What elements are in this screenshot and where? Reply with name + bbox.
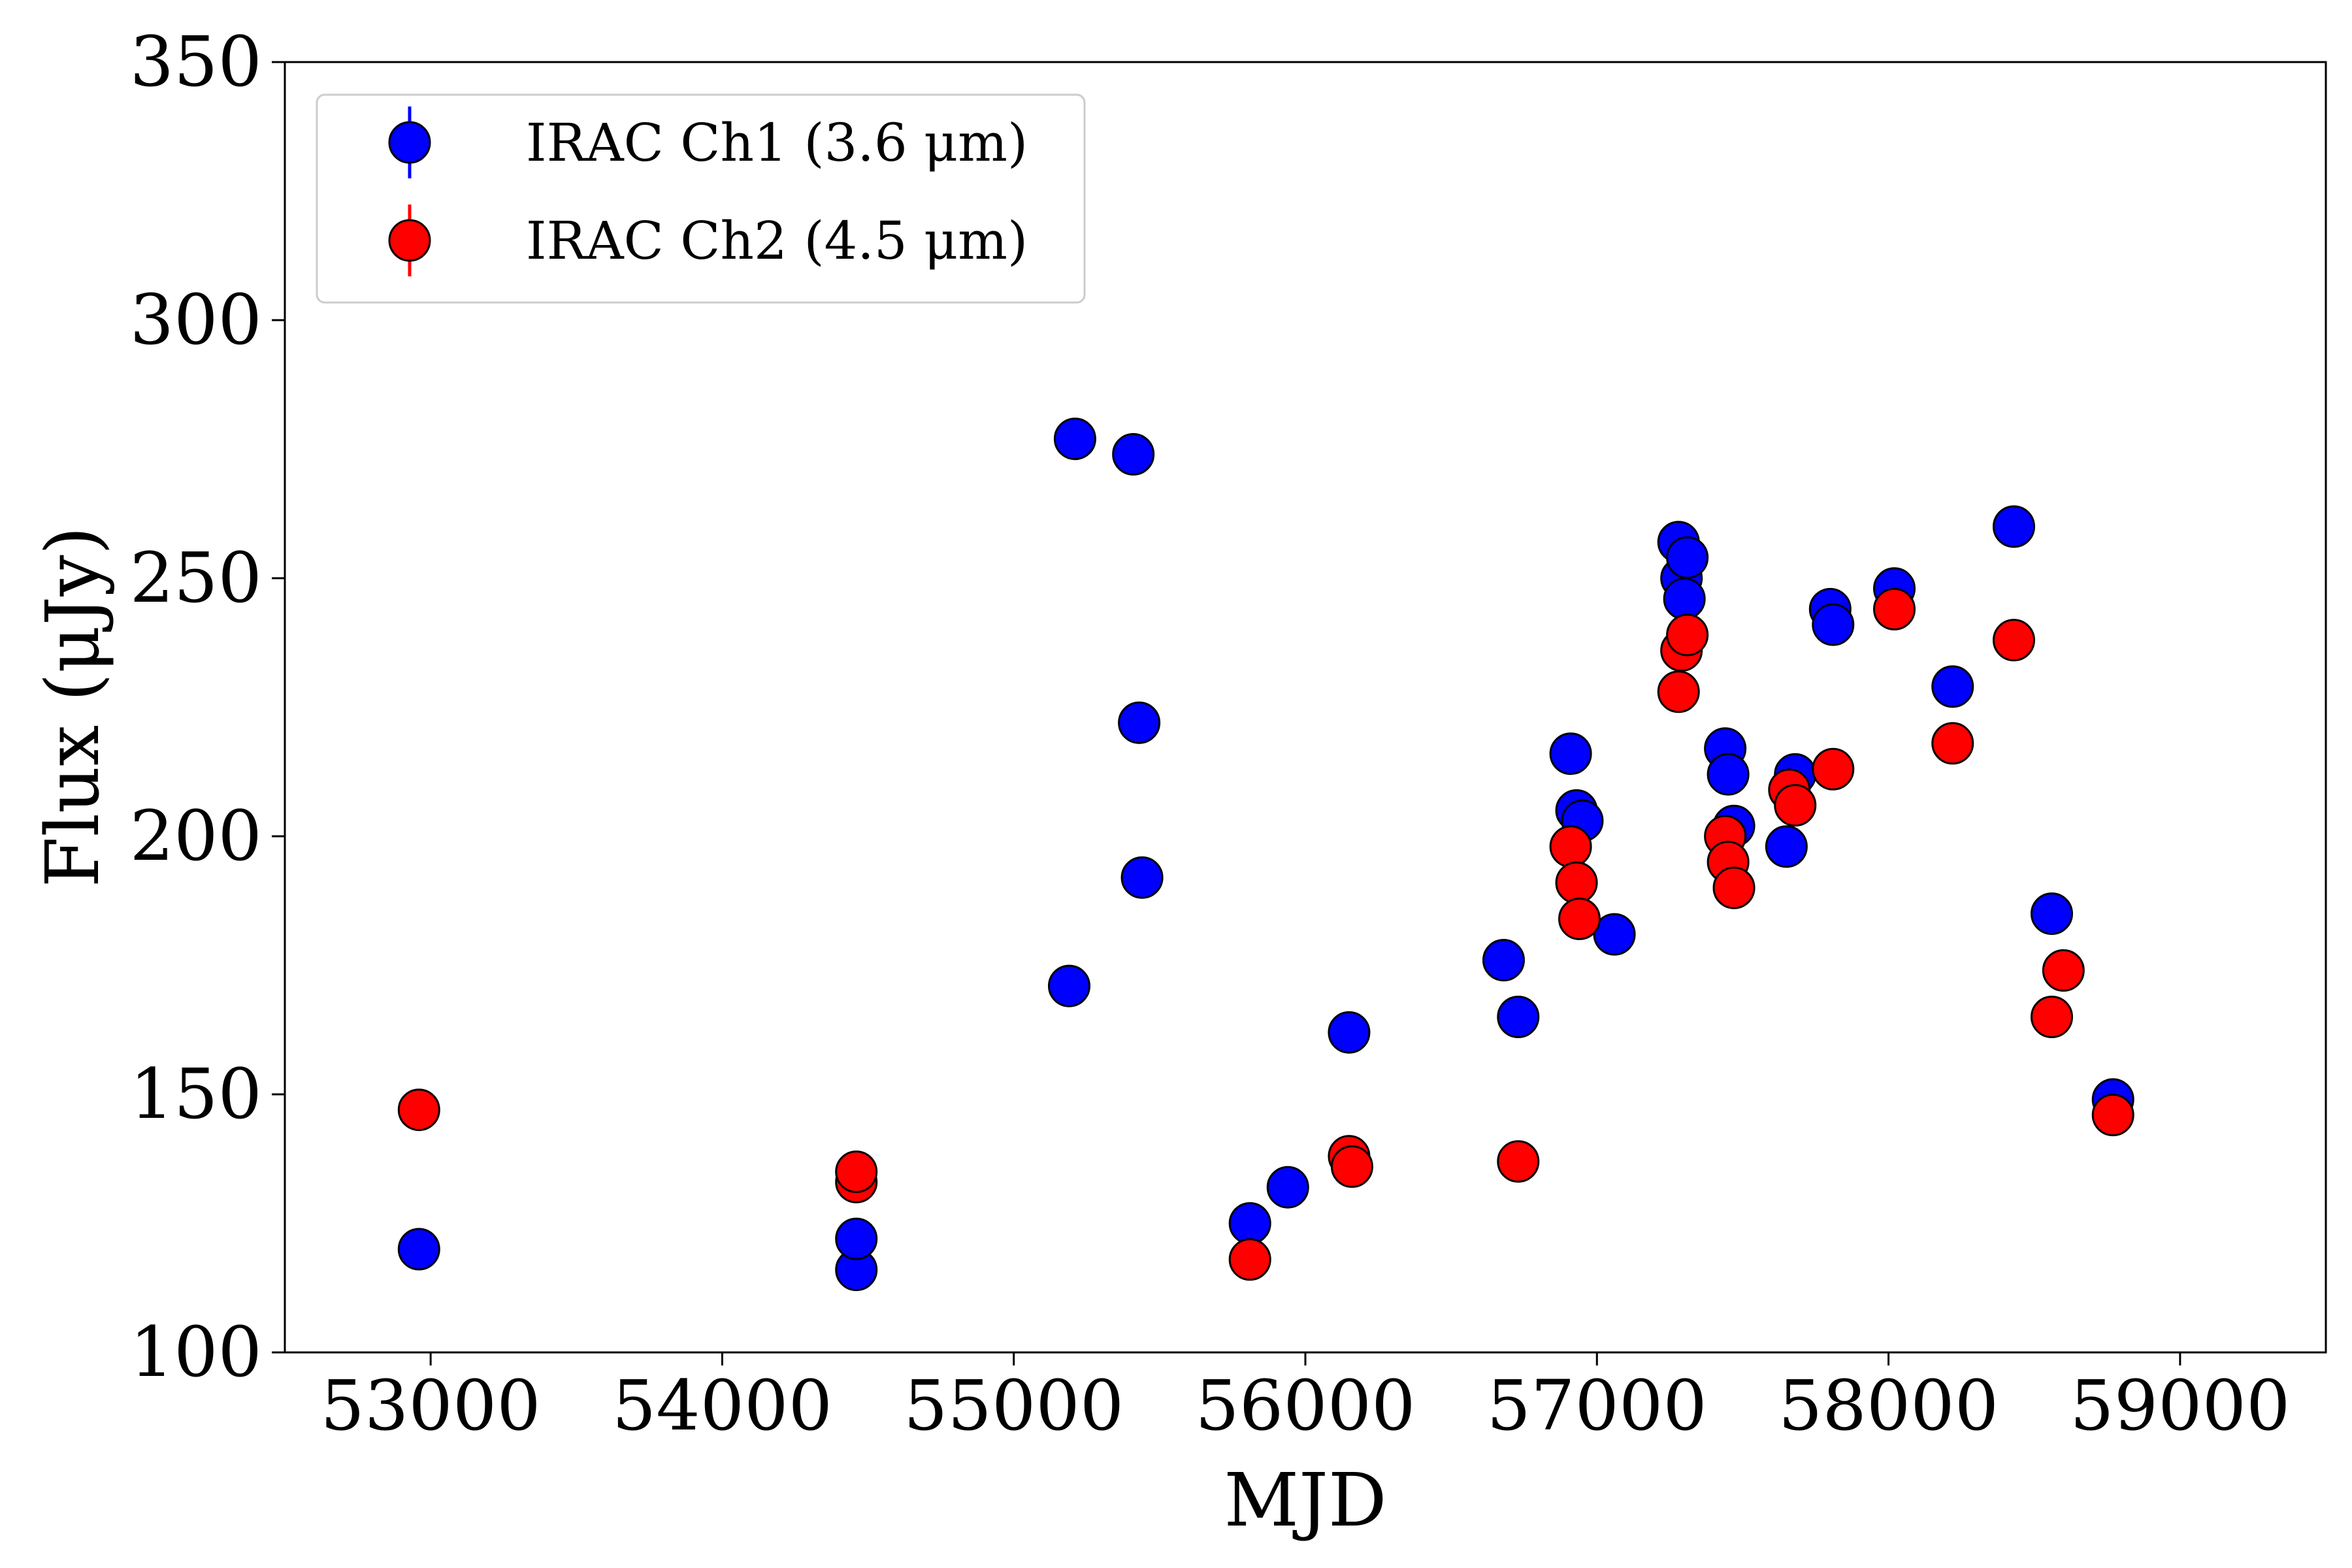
legend-ch2-label: IRAC Ch2 (4.5 μm) [526, 210, 1028, 271]
data-point [1497, 1140, 1540, 1183]
data-point [1765, 825, 1808, 868]
data-point [1328, 1011, 1371, 1054]
data-point [1663, 578, 1706, 621]
data-point [1666, 613, 1709, 657]
data-point [397, 1088, 440, 1132]
data-points [397, 417, 2134, 1292]
data-point [1482, 939, 1525, 982]
data-point [2042, 949, 2085, 992]
legend-ch1-marker [388, 121, 431, 164]
data-point [1992, 619, 2035, 662]
y-tick-label: 350 [130, 22, 262, 102]
data-point [1228, 1202, 1271, 1245]
data-point [2030, 996, 2073, 1038]
x-tick-label: 53000 [321, 1365, 541, 1446]
x-tick-label: 58000 [1778, 1365, 1999, 1446]
data-point [835, 1151, 878, 1193]
data-point [1931, 722, 1974, 765]
series-2 [397, 587, 2134, 1281]
data-point [1330, 1145, 1373, 1188]
data-point [1774, 784, 1817, 827]
data-point [2030, 892, 2073, 935]
data-point [1812, 747, 1855, 791]
y-tick-label: 200 [130, 796, 262, 876]
data-point [1872, 587, 1916, 630]
x-tick-label: 54000 [612, 1365, 832, 1446]
data-point [1549, 732, 1592, 776]
data-point [1228, 1238, 1271, 1281]
y-tick-label: 300 [130, 280, 262, 360]
data-point [2091, 1094, 2134, 1137]
y-axis-title: Flux (μJy) [31, 527, 116, 888]
data-point [1120, 856, 1164, 899]
data-point [1593, 913, 1636, 956]
data-point [1812, 603, 1855, 646]
data-point [1549, 825, 1592, 868]
data-point [1555, 861, 1598, 904]
axis-ticks: 53000 54000 55000 56000 57000 58000 59000 100 15… [130, 22, 2291, 1446]
data-point [1992, 505, 2035, 548]
x-tick-label: 56000 [1195, 1365, 1415, 1446]
y-tick-label: 100 [130, 1312, 262, 1392]
data-point [835, 1217, 878, 1260]
y-tick-label: 150 [130, 1054, 262, 1134]
data-point [1118, 701, 1161, 744]
data-point [1266, 1166, 1309, 1209]
data-point [1048, 964, 1091, 1007]
legend-ch1-label: IRAC Ch1 (3.6 μm) [526, 112, 1028, 173]
data-point [1707, 753, 1750, 796]
data-point [1666, 536, 1709, 579]
data-point [1497, 996, 1540, 1038]
data-point [1112, 433, 1155, 476]
data-point [1053, 417, 1096, 461]
y-tick-label: 250 [130, 538, 262, 618]
legend-box [316, 93, 1086, 304]
data-point [1657, 670, 1700, 713]
data-point [397, 1228, 440, 1271]
x-tick-label: 55000 [904, 1365, 1124, 1446]
x-tick-label: 59000 [2070, 1365, 2290, 1446]
x-axis-title: MJD [1224, 1458, 1386, 1543]
data-point [1931, 665, 1974, 708]
series-1 [397, 417, 2134, 1292]
data-point [1712, 866, 1756, 909]
legend: IRAC Ch1 (3.6 μm) IRAC Ch2 (4.5 μm) [316, 93, 1086, 304]
x-tick-label: 57000 [1487, 1365, 1707, 1446]
legend-ch2-marker [388, 219, 431, 262]
data-point [1558, 897, 1601, 940]
